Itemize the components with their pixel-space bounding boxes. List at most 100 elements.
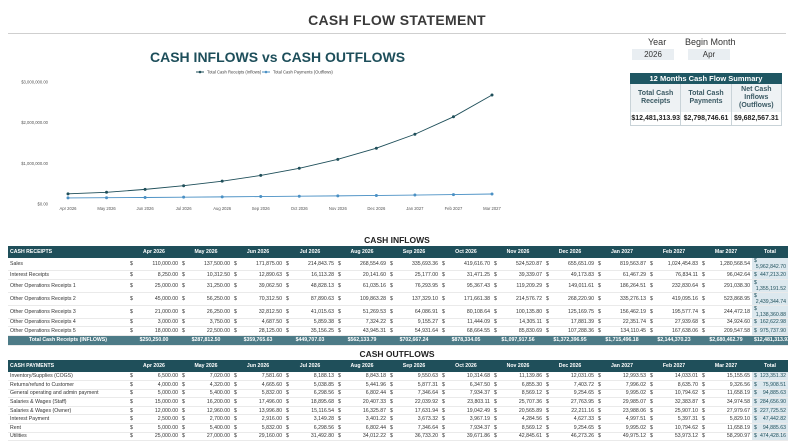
amount-cell[interactable]: $39,339.07 [492, 270, 544, 280]
amount-cell[interactable]: $8,188.13 [284, 372, 336, 382]
amount-cell[interactable]: $171,875.00 [232, 258, 284, 271]
amount-cell[interactable]: $11,444.09 [440, 318, 492, 328]
amount-cell[interactable]: $171,661.38 [440, 292, 492, 306]
amount-cell[interactable]: $110,000.00 [128, 258, 180, 271]
row-total-cell[interactable]: $5,962,842.70 [752, 258, 788, 271]
year-value[interactable]: 2026 [632, 49, 674, 60]
amount-cell[interactable]: $5,832.00 [232, 423, 284, 433]
amount-cell[interactable]: $12,993.53 [596, 372, 648, 382]
row-total-cell[interactable]: $227,725.52 [752, 406, 788, 416]
amount-cell[interactable]: $4,997.51 [596, 414, 648, 425]
amount-cell[interactable]: $5,829.10 [700, 414, 752, 425]
amount-cell[interactable]: $18,895.68 [284, 397, 336, 407]
amount-cell[interactable]: $22,351.74 [596, 318, 648, 328]
amount-cell[interactable]: $51,269.53 [336, 305, 388, 319]
amount-cell[interactable]: $49,975.12 [596, 432, 648, 442]
amount-cell[interactable]: $6,500.00 [128, 372, 180, 382]
amount-cell[interactable]: $25,000.00 [128, 279, 180, 293]
amount-cell[interactable]: $28,125.00 [232, 326, 284, 336]
amount-cell[interactable]: $137,329.10 [388, 292, 440, 306]
amount-cell[interactable]: $9,254.65 [544, 389, 596, 399]
amount-cell[interactable]: $12,960.00 [180, 406, 232, 416]
amount-cell[interactable]: $6,347.50 [440, 380, 492, 390]
row-total-cell[interactable]: $1,138,360.88 [752, 305, 788, 319]
amount-cell[interactable]: $244,472.18 [700, 305, 752, 319]
amount-cell[interactable]: $7,403.72 [544, 380, 596, 390]
amount-cell[interactable]: $149,011.61 [544, 279, 596, 293]
amount-cell[interactable]: $16,200.00 [180, 397, 232, 407]
amount-cell[interactable]: $5,832.00 [232, 389, 284, 399]
amount-cell[interactable]: $125,169.75 [544, 305, 596, 319]
amount-cell[interactable]: $6,802.44 [336, 389, 388, 399]
amount-cell[interactable]: $7,346.64 [388, 423, 440, 433]
amount-cell[interactable]: $34,012.22 [336, 432, 388, 442]
amount-cell[interactable]: $10,312.50 [180, 270, 232, 280]
amount-cell[interactable]: $7,996.02 [596, 380, 648, 390]
amount-cell[interactable]: $61,467.29 [596, 270, 648, 280]
amount-cell[interactable]: $16,113.28 [284, 270, 336, 280]
amount-cell[interactable]: $11,658.19 [700, 389, 752, 399]
amount-cell[interactable]: $39,062.50 [232, 279, 284, 293]
amount-cell[interactable]: $23,988.06 [596, 406, 648, 416]
row-total-cell[interactable]: $162,622.98 [752, 318, 788, 328]
amount-cell[interactable]: $214,576.72 [492, 292, 544, 306]
amount-cell[interactable]: $58,290.97 [700, 432, 752, 442]
amount-cell[interactable]: $8,635.70 [648, 380, 700, 390]
amount-cell[interactable]: $100,135.80 [492, 305, 544, 319]
amount-cell[interactable]: $25,907.10 [648, 406, 700, 416]
amount-cell[interactable]: $22,500.00 [180, 326, 232, 336]
amount-cell[interactable]: $2,916.00 [232, 414, 284, 425]
amount-cell[interactable]: $8,569.12 [492, 389, 544, 399]
amount-cell[interactable]: $12,000.00 [128, 406, 180, 416]
amount-cell[interactable]: $3,000.00 [128, 318, 180, 328]
amount-cell[interactable]: $209,547.58 [700, 326, 752, 336]
amount-cell[interactable]: $134,110.45 [596, 326, 648, 336]
amount-cell[interactable]: $524,520.87 [492, 258, 544, 271]
amount-cell[interactable]: $36,733.20 [388, 432, 440, 442]
amount-cell[interactable]: $17,496.00 [232, 397, 284, 407]
amount-cell[interactable]: $23,803.11 [440, 397, 492, 407]
amount-cell[interactable]: $4,687.50 [232, 318, 284, 328]
amount-cell[interactable]: $41,015.63 [284, 305, 336, 319]
amount-cell[interactable]: $156,462.19 [596, 305, 648, 319]
amount-cell[interactable]: $11,139.86 [492, 372, 544, 382]
amount-cell[interactable]: $2,700.00 [180, 414, 232, 425]
amount-cell[interactable]: $22,211.16 [544, 406, 596, 416]
amount-cell[interactable]: $25,707.36 [492, 397, 544, 407]
amount-cell[interactable]: $20,141.60 [336, 270, 388, 280]
amount-cell[interactable]: $11,658.19 [700, 423, 752, 433]
amount-cell[interactable]: $18,000.00 [128, 326, 180, 336]
amount-cell[interactable]: $29,160.00 [232, 432, 284, 442]
amount-cell[interactable]: $6,298.56 [284, 389, 336, 399]
amount-cell[interactable]: $54,931.64 [388, 326, 440, 336]
amount-cell[interactable]: $61,035.16 [336, 279, 388, 293]
amount-cell[interactable]: $10,314.68 [440, 372, 492, 382]
amount-cell[interactable]: $4,320.00 [180, 380, 232, 390]
amount-cell[interactable]: $4,665.60 [232, 380, 284, 390]
amount-cell[interactable]: $9,155.27 [388, 318, 440, 328]
amount-cell[interactable]: $5,400.00 [180, 389, 232, 399]
amount-cell[interactable]: $5,000.00 [128, 423, 180, 433]
amount-cell[interactable]: $22,039.92 [388, 397, 440, 407]
amount-cell[interactable]: $80,108.64 [440, 305, 492, 319]
amount-cell[interactable]: $31,471.25 [440, 270, 492, 280]
amount-cell[interactable]: $4,000.00 [128, 380, 180, 390]
amount-cell[interactable]: $5,877.31 [388, 380, 440, 390]
amount-cell[interactable]: $15,155.65 [700, 372, 752, 382]
row-total-cell[interactable]: $47,442.82 [752, 414, 788, 425]
amount-cell[interactable]: $655,651.09 [544, 258, 596, 271]
amount-cell[interactable]: $12,890.63 [232, 270, 284, 280]
amount-cell[interactable]: $107,288.36 [544, 326, 596, 336]
amount-cell[interactable]: $96,042.64 [700, 270, 752, 280]
amount-cell[interactable]: $32,383.87 [648, 397, 700, 407]
row-total-cell[interactable]: $2,439,344.74 [752, 292, 788, 306]
amount-cell[interactable]: $3,750.00 [180, 318, 232, 328]
amount-cell[interactable]: $64,086.91 [388, 305, 440, 319]
amount-cell[interactable]: $6,802.44 [336, 423, 388, 433]
amount-cell[interactable]: $19,042.49 [440, 406, 492, 416]
amount-cell[interactable]: $31,250.00 [180, 279, 232, 293]
row-total-cell[interactable]: $447,213.20 [752, 270, 788, 280]
amount-cell[interactable]: $7,346.64 [388, 389, 440, 399]
amount-cell[interactable]: $419,095.16 [648, 292, 700, 306]
amount-cell[interactable]: $32,812.50 [232, 305, 284, 319]
